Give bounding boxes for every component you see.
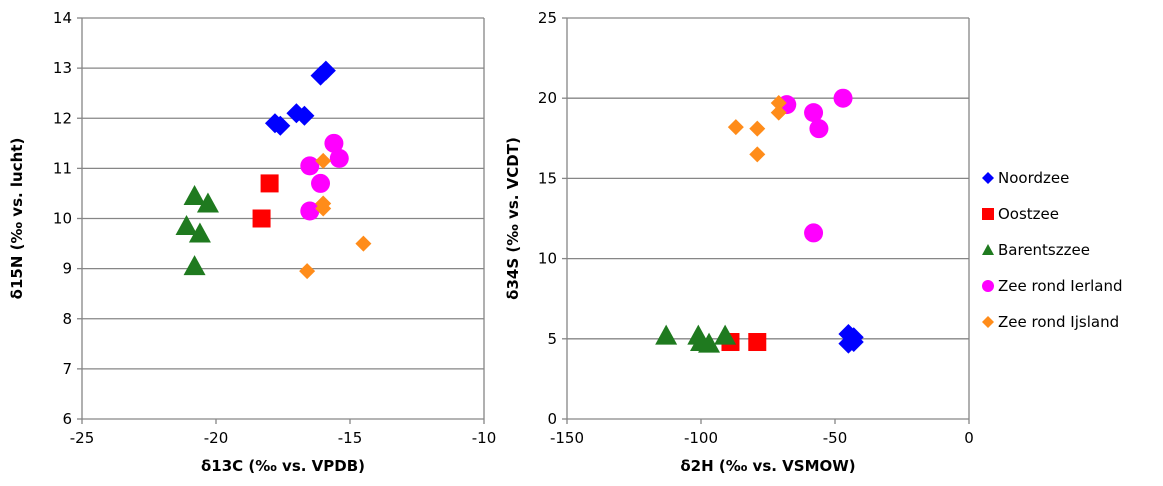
data-point [270, 115, 291, 136]
data-point [833, 88, 853, 108]
data-point [804, 103, 824, 123]
x-tick-label: -15 [338, 429, 363, 447]
data-point [196, 192, 219, 213]
y-tick-label: 10 [538, 250, 557, 268]
y-axis-title: δ34S (‰ vs. VCDT) [504, 137, 522, 300]
data-point [770, 95, 787, 112]
data-point [843, 332, 864, 353]
data-point [804, 223, 824, 243]
series-zee-rond-ijsland [299, 152, 372, 280]
legend-label: Barentszzee [998, 241, 1090, 259]
data-point [183, 184, 206, 205]
data-point [315, 200, 332, 217]
data-point [294, 105, 315, 126]
legend-item: Zee rond Ijsland [982, 313, 1119, 331]
y-tick-label: 8 [62, 310, 72, 328]
x-tick-label: -20 [204, 429, 229, 447]
data-point [175, 215, 198, 236]
x-tick-label: 0 [964, 429, 974, 447]
data-point [329, 148, 349, 168]
legend-item: Barentszzee [982, 241, 1090, 259]
legend-item: Zee rond Ierland [982, 277, 1123, 295]
legend-label: Oostzee [998, 205, 1059, 223]
y-tick-label: 7 [62, 360, 72, 378]
x-tick-label: -150 [550, 429, 584, 447]
data-point [299, 263, 316, 280]
y-tick-label: 11 [53, 159, 72, 177]
series-noordzee [838, 323, 864, 354]
x-tick-label: -50 [823, 429, 848, 447]
chart-d15n-vs-d13c: 6 7 8 9 10 11 12 13 14 -25 -20 -15 -10 δ13C (‰ vs. VP… [8, 9, 496, 475]
data-point [655, 324, 678, 345]
series-zee-rond-ierland [300, 133, 349, 221]
x-tick-label: -100 [684, 429, 718, 447]
x-axis-title: δ13C (‰ vs. VPDB) [201, 457, 365, 475]
data-point [749, 146, 766, 163]
data-point [355, 235, 372, 252]
data-point [188, 222, 211, 243]
data-point [315, 152, 332, 169]
legend-label: Zee rond Ijsland [998, 313, 1119, 331]
data-point [315, 60, 336, 81]
y-tick-label: 9 [62, 260, 72, 278]
data-point [714, 324, 737, 345]
data-point [770, 104, 787, 121]
x-tick-label: -10 [472, 429, 497, 447]
legend-item: Noordzee [982, 169, 1069, 187]
series-noordzee [264, 60, 336, 136]
chart-d34s-vs-d2h: 0 5 10 15 20 25 -150 -100 -50 0 δ2H (‰ vs. VSMOW) δ… [504, 9, 974, 475]
legend-label: Zee rond Ierland [998, 277, 1123, 295]
legend-marker [982, 172, 994, 184]
legend-marker [982, 316, 994, 328]
data-point [311, 173, 331, 193]
data-point [748, 333, 767, 352]
data-point [300, 156, 320, 176]
y-tick-label: 10 [53, 210, 72, 228]
y-tick-label: 0 [547, 410, 557, 428]
x-axis-title: δ2H (‰ vs. VSMOW) [680, 457, 855, 475]
data-point [727, 119, 744, 136]
y-axis-title: δ15N (‰ vs. lucht) [8, 138, 26, 300]
x-tick-label: -25 [70, 429, 95, 447]
data-point [749, 120, 766, 137]
legend-label: Noordzee [998, 169, 1069, 187]
y-tick-label: 6 [62, 410, 72, 428]
series-zee-rond-ijsland [727, 95, 787, 163]
y-tick-label: 12 [53, 109, 72, 127]
data-point [260, 174, 279, 193]
legend-marker [982, 244, 994, 255]
y-tick-label: 20 [538, 89, 557, 107]
legend: Noordzee Oostzee Barentszzee Zee rond Ierla… [982, 169, 1123, 331]
y-tick-label: 13 [53, 59, 72, 77]
legend-marker [982, 208, 994, 220]
data-point [324, 133, 344, 153]
series-barentszzee [655, 324, 737, 353]
data-point [809, 119, 829, 139]
series-oostzee [252, 174, 279, 228]
data-point [300, 201, 320, 221]
legend-marker [982, 280, 994, 292]
data-point [252, 209, 271, 228]
data-point [698, 332, 721, 353]
y-tick-label: 5 [547, 330, 557, 348]
y-tick-label: 14 [53, 9, 72, 27]
y-tick-label: 25 [538, 9, 557, 27]
y-tick-label: 15 [538, 169, 557, 187]
data-point [183, 255, 206, 276]
series-zee-rond-ierland [777, 88, 853, 243]
legend-item: Oostzee [982, 205, 1059, 223]
series-barentszzee [175, 184, 219, 276]
